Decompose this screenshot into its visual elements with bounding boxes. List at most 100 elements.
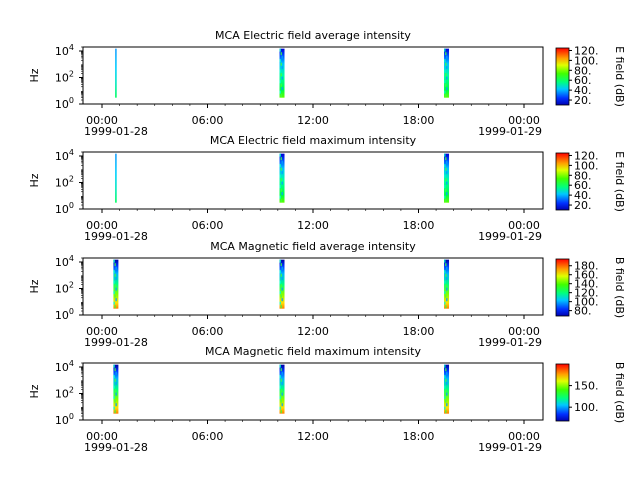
spectrogram-burst-speckle bbox=[281, 382, 284, 386]
spectrogram-burst-speckle bbox=[113, 259, 115, 263]
spectrogram-burst-speckle bbox=[281, 287, 284, 291]
spectrogram-burst-speckle bbox=[444, 185, 446, 189]
spectrogram-burst-speckle bbox=[114, 378, 116, 382]
panel-title: MCA Magnetic field average intensity bbox=[210, 240, 416, 253]
colorbar-tick-label: 20. bbox=[574, 199, 592, 212]
y-tick-label: 104 bbox=[55, 359, 74, 374]
colorbar-tick-label: 120. bbox=[574, 149, 599, 162]
panel-title: MCA Magnetic field maximum intensity bbox=[205, 345, 421, 358]
spectrogram-burst-speckle bbox=[445, 399, 447, 403]
x-tick-label: 00:00 bbox=[508, 114, 540, 127]
spectrogram-burst-speckle bbox=[113, 291, 115, 295]
spectrogram-burst-speckle bbox=[444, 406, 446, 410]
spectrogram-burst-speckle bbox=[446, 160, 448, 164]
spectrogram-burst-speckle bbox=[113, 396, 115, 400]
spectrogram-burst-speckle bbox=[114, 273, 116, 277]
y-axis-label: Hz bbox=[28, 279, 41, 293]
spectrogram-burst-speckle bbox=[113, 364, 115, 368]
spectrogram-burst-speckle bbox=[115, 266, 117, 270]
colorbar-label: B field (dB) bbox=[613, 257, 626, 318]
y-tick-label: 100 bbox=[55, 96, 74, 111]
spectrogram-burst-speckle bbox=[279, 406, 282, 410]
spectrogram-burst-speckle bbox=[279, 185, 282, 189]
x-tick-label: 00:00 bbox=[86, 430, 118, 443]
spectrogram-burst-speckle bbox=[445, 188, 447, 192]
y-tick-label: 104 bbox=[55, 148, 74, 163]
colorbar-tick-label: 100. bbox=[574, 159, 599, 172]
spectrogram-burst-speckle bbox=[445, 178, 447, 182]
x-date-label-end: 1999-01-29 bbox=[478, 230, 542, 243]
colorbar-label: B field (dB) bbox=[613, 362, 626, 423]
spectrogram-burst-speckle bbox=[445, 73, 447, 77]
x-tick-label: 12:00 bbox=[297, 325, 329, 338]
spectrogram-burst-speckle bbox=[113, 385, 115, 389]
spectrogram-burst-speckle bbox=[114, 305, 116, 309]
colorbar-tick-label: 160. bbox=[574, 269, 599, 282]
spectrogram-burst-speckle bbox=[445, 305, 447, 309]
spectrogram-burst-speckle bbox=[444, 153, 446, 157]
spectrogram-burst-speckle bbox=[115, 392, 117, 396]
y-tick-label: 102 bbox=[55, 174, 74, 189]
spectrogram-burst-speckle bbox=[281, 55, 284, 59]
spectrogram-burst-speckle bbox=[281, 298, 284, 302]
spectrogram-burst-speckle bbox=[446, 392, 448, 396]
spectrogram-burst-speckle bbox=[444, 396, 446, 400]
x-tick-label: 06:00 bbox=[192, 430, 224, 443]
spectrogram-burst-speckle bbox=[115, 298, 117, 302]
spectrogram-burst-speckle bbox=[445, 199, 447, 203]
colorbar bbox=[555, 363, 570, 422]
spectrogram-burst-speckle bbox=[280, 368, 283, 372]
colorbar bbox=[555, 47, 570, 106]
x-date-label-end: 1999-01-29 bbox=[478, 336, 542, 349]
spectrogram-burst-speckle bbox=[280, 83, 283, 87]
spectrogram-burst-speckle bbox=[444, 301, 446, 305]
spectrogram-burst-speckle bbox=[280, 62, 283, 66]
spectrogram-burst-speckle bbox=[446, 371, 448, 375]
colorbar bbox=[555, 258, 570, 317]
spectrogram-burst-speckle bbox=[280, 305, 283, 309]
spectrogram-burst-speckle bbox=[446, 382, 448, 386]
spectrogram-burst-speckle bbox=[446, 266, 448, 270]
spectrogram-burst-speckle bbox=[445, 94, 447, 98]
spectrogram-burst-speckle bbox=[444, 48, 446, 52]
spectrogram-burst-speckle bbox=[444, 364, 446, 368]
spectrogram-burst-speckle bbox=[444, 69, 446, 73]
spectrogram-panel: MCA Magnetic field maximum intensity 100 1… bbox=[28, 345, 626, 454]
colorbar-tick-label: 80. bbox=[574, 305, 592, 318]
y-axis-label: Hz bbox=[28, 384, 41, 398]
spectrogram-burst-speckle bbox=[115, 371, 117, 375]
x-date-label-start: 1999-01-28 bbox=[84, 336, 148, 349]
spectrogram-burst-speckle bbox=[444, 195, 446, 199]
plot-axes-frame bbox=[82, 257, 544, 316]
y-tick-label: 100 bbox=[55, 201, 74, 216]
spectrogram-burst-speckle bbox=[280, 157, 283, 161]
spectrogram-burst-speckle bbox=[281, 87, 284, 91]
x-tick-label: 00:00 bbox=[86, 114, 118, 127]
spectrogram-panel: MCA Electric field average intensity 100 1… bbox=[28, 29, 626, 138]
plot-axes-frame bbox=[82, 46, 544, 105]
panel-title: MCA Electric field maximum intensity bbox=[210, 134, 417, 147]
y-tick-label: 102 bbox=[55, 280, 74, 295]
colorbar-tick-label: 140. bbox=[574, 278, 599, 291]
spectrogram-burst-speckle bbox=[445, 389, 447, 393]
x-tick-label: 18:00 bbox=[403, 325, 435, 338]
spectrogram-burst-speckle bbox=[444, 270, 446, 274]
spectrogram-burst-speckle bbox=[444, 174, 446, 178]
spectrogram-burst-speckle bbox=[279, 270, 282, 274]
y-tick-label: 104 bbox=[55, 43, 74, 58]
y-axis-label: Hz bbox=[28, 173, 41, 187]
spectrogram-burst bbox=[115, 153, 117, 203]
colorbar-tick-label: 100. bbox=[574, 54, 599, 67]
colorbar bbox=[555, 152, 570, 211]
spectrogram-burst-speckle bbox=[444, 291, 446, 295]
spectrogram-burst-speckle bbox=[279, 301, 282, 305]
y-tick-label: 100 bbox=[55, 307, 74, 322]
spectrogram-burst-speckle bbox=[115, 382, 117, 386]
x-tick-label: 00:00 bbox=[86, 325, 118, 338]
x-tick-label: 06:00 bbox=[192, 114, 224, 127]
spectrogram-burst-speckle bbox=[279, 153, 282, 157]
x-date-label-start: 1999-01-28 bbox=[84, 441, 148, 454]
spectrogram-panel: MCA Magnetic field average intensity 100 1… bbox=[28, 240, 626, 349]
spectrogram-burst-speckle bbox=[446, 171, 448, 175]
spectrogram-burst-speckle bbox=[281, 160, 284, 164]
